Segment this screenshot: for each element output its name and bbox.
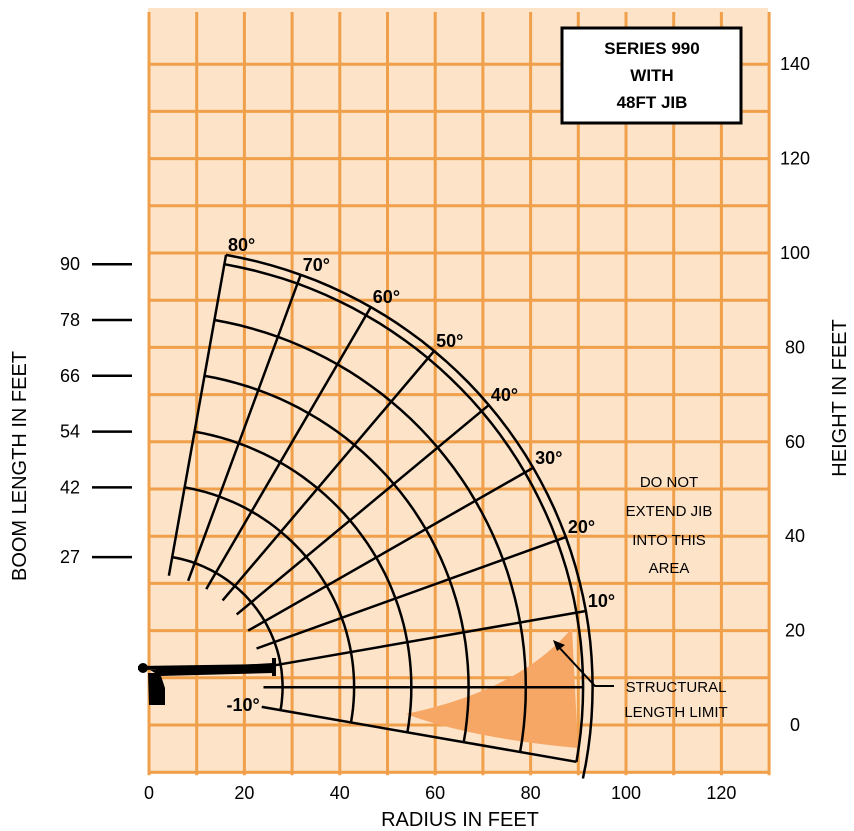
boom-length-arc [171, 555, 284, 711]
note-line: AREA [649, 560, 690, 577]
angle-label: 20° [568, 517, 595, 537]
angle-line [167, 254, 228, 576]
boom-length-arc [184, 486, 356, 723]
y-tick-label: 60 [785, 432, 805, 452]
boom-lines [167, 253, 594, 779]
angle-line [221, 350, 436, 602]
y-tick-label: 140 [780, 54, 810, 74]
y-tick-label: 40 [785, 526, 805, 546]
title-box: SERIES 990 WITH 48FT JIB [560, 26, 743, 125]
boom-length-label: 42 [60, 477, 80, 497]
limit-label-line: LENGTH LIMIT [624, 704, 727, 721]
angle-line [186, 274, 302, 582]
right-y-axis-title: HEIGHT IN FEET [829, 319, 851, 476]
boom-length-arc [224, 262, 585, 762]
angle-labels: -10° 10° 20° 30° 40° 50° 60° 70° 80° [227, 235, 616, 715]
angle-line [256, 535, 567, 650]
boom-length-arc [214, 318, 528, 753]
x-tick-label: 80 [521, 783, 541, 803]
angle-line [205, 306, 372, 590]
x-axis-title: RADIUS IN FEET [381, 809, 539, 831]
y-axis-ticks: 0 20 40 60 80 100 120 140 [780, 54, 810, 735]
angle-label: 10° [588, 591, 615, 611]
boom-length-label: 27 [60, 547, 80, 567]
boom-length-label: 54 [60, 422, 80, 442]
x-tick-label: 40 [330, 783, 350, 803]
angle-line [235, 404, 490, 616]
note-line: INTO THIS [632, 532, 706, 549]
y-tick-label: 120 [780, 149, 810, 169]
angle-label: 80° [228, 235, 255, 255]
angle-label: -10° [227, 695, 260, 715]
y-tick-label: 20 [785, 621, 805, 641]
x-tick-label: 100 [611, 783, 641, 803]
y-tick-label: 0 [790, 715, 800, 735]
angle-line [261, 705, 577, 764]
x-axis-ticks: 0 20 40 60 80 100 120 [144, 783, 736, 803]
left-y-axis-title: BOOM LENGTH IN FEET [9, 351, 31, 581]
structural-limit-arc [225, 253, 594, 779]
title-line: SERIES 990 [604, 39, 699, 58]
title-line: 48FT JIB [617, 93, 688, 112]
grid [147, 12, 771, 776]
restricted-area-note: DO NOT EXTEND JIB INTO THIS AREA [626, 474, 713, 577]
boom-length-label: 90 [60, 254, 80, 274]
angle-label: 30° [535, 448, 562, 468]
plot-background [148, 8, 768, 774]
angle-label: 70° [303, 255, 330, 275]
structural-limit-annotation: STRUCTURAL LENGTH LIMIT [553, 640, 728, 721]
y-tick-label: 100 [780, 243, 810, 263]
angle-label: 40° [491, 385, 518, 405]
boom-length-scale: 27 42 54 66 78 90 [60, 254, 132, 567]
limit-label-line: STRUCTURAL [626, 679, 727, 696]
note-line: EXTEND JIB [626, 503, 713, 520]
angle-line [247, 466, 534, 632]
boom-length-arc [194, 430, 413, 733]
boom-length-label: 78 [60, 310, 80, 330]
boom-length-arc [204, 374, 470, 743]
crane-icon [137, 658, 276, 705]
angle-line [261, 609, 587, 669]
x-tick-label: 0 [144, 783, 154, 803]
x-tick-label: 120 [706, 783, 736, 803]
boom-length-label: 66 [60, 366, 80, 386]
x-tick-label: 20 [234, 783, 254, 803]
note-line: DO NOT [640, 474, 698, 491]
title-line: WITH [630, 66, 673, 85]
angle-label: 60° [373, 287, 400, 307]
y-tick-label: 80 [785, 337, 805, 357]
angle-label: 50° [436, 331, 463, 351]
x-tick-label: 60 [425, 783, 445, 803]
